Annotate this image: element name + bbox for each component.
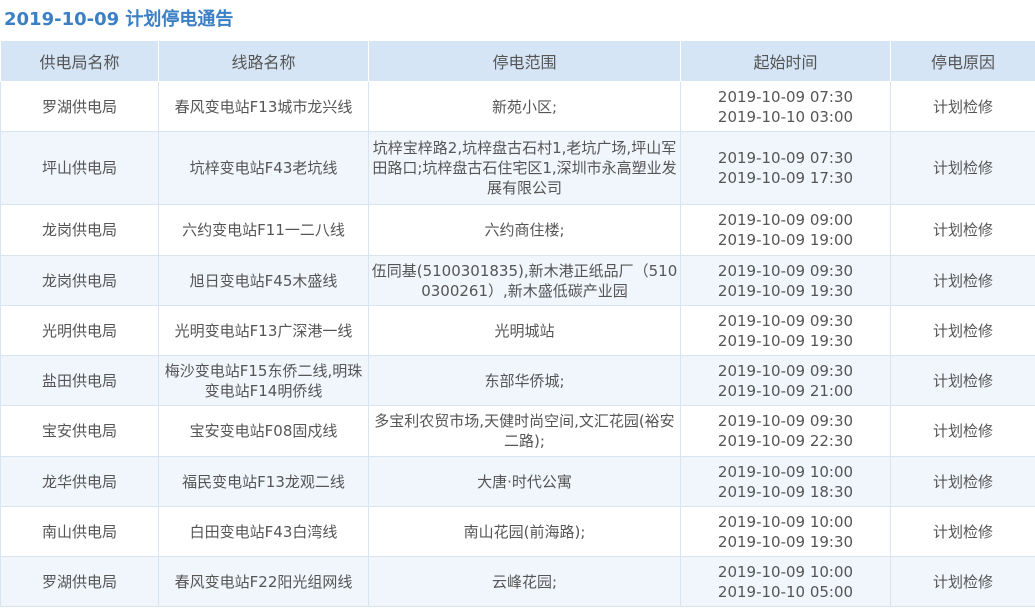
bureau-cell: 南山供电局 <box>0 506 159 557</box>
end-time: 2019-10-09 17:30 <box>717 169 854 187</box>
reason-cell: 计划检修 <box>890 405 1035 457</box>
line-cell: 梅沙变电站F15东侨二线,明珠变电站F14明侨线 <box>158 355 369 406</box>
bureau-cell: 龙岗供电局 <box>0 204 159 256</box>
bureau-cell: 坪山供电局 <box>0 131 159 205</box>
table-row: 龙岗供电局 旭日变电站F45木盛线 伍同基(5100301835),新木港正纸品厂（… <box>0 255 1035 306</box>
time-cell: 2019-10-09 10:00 2019-10-09 18:30 <box>680 456 891 507</box>
reason-cell: 计划检修 <box>890 355 1035 406</box>
time-cell: 2019-10-09 10:00 2019-10-10 05:00 <box>680 556 891 607</box>
line-cell: 春风变电站F22阳光组网线 <box>158 556 369 607</box>
bureau-cell: 罗湖供电局 <box>0 556 159 607</box>
table-body: 罗湖供电局 春风变电站F13城市龙兴线 新苑小区; 2019-10-09 07:30 2… <box>0 81 1035 607</box>
table-row: 龙岗供电局 六约变电站F11一二八线 六约商住楼; 2019-10-09 09:00 2… <box>0 204 1035 256</box>
header-row: 供电局名称 线路名称 停电范围 起始时间 停电原因 <box>0 40 1035 82</box>
line-cell: 旭日变电站F45木盛线 <box>158 255 369 306</box>
time-cell: 2019-10-09 10:00 2019-10-09 19:30 <box>680 506 891 557</box>
line-cell: 坑梓变电站F43老坑线 <box>158 131 369 205</box>
end-time: 2019-10-09 19:30 <box>717 281 854 300</box>
reason-cell: 计划检修 <box>890 506 1035 557</box>
bureau-cell: 盐田供电局 <box>0 355 159 406</box>
end-time: 2019-10-09 21:00 <box>717 381 854 400</box>
time-cell: 2019-10-09 09:30 2019-10-09 19:30 <box>680 305 891 356</box>
reason-cell: 计划检修 <box>890 131 1035 205</box>
table-row: 坪山供电局 坑梓变电站F43老坑线 坑梓宝梓路2,坑梓盘古石村1,老坑广场,坪山军田… <box>0 131 1035 205</box>
line-cell: 福民变电站F13龙观二线 <box>158 456 369 507</box>
start-time: 2019-10-09 07:30 <box>717 87 854 106</box>
line-cell: 光明变电站F13广深港一线 <box>158 305 369 356</box>
end-time: 2019-10-09 19:30 <box>717 331 854 350</box>
area-cell: 坑梓宝梓路2,坑梓盘古石村1,老坑广场,坪山军田路口;坑梓盘古石住宅区1,深圳市… <box>368 131 681 205</box>
start-time: 2019-10-09 10:00 <box>717 462 854 481</box>
area-cell: 六约商住楼; <box>368 204 681 256</box>
area-cell: 多宝利农贸市场,天健时尚空间,文汇花园(裕安二路); <box>368 405 681 457</box>
line-cell: 白田变电站F43白湾线 <box>158 506 369 557</box>
start-time: 2019-10-09 09:30 <box>717 361 854 380</box>
end-time: 2019-10-09 19:30 <box>717 532 854 551</box>
bureau-cell: 龙华供电局 <box>0 456 159 507</box>
start-time: 2019-10-09 10:00 <box>717 562 854 581</box>
start-time: 2019-10-09 07:30 <box>717 149 854 167</box>
header-cell: 供电局名称 <box>0 40 159 82</box>
end-time: 2019-10-09 19:00 <box>717 231 854 249</box>
area-cell: 大唐·时代公寓 <box>368 456 681 507</box>
area-cell: 伍同基(5100301835),新木港正纸品厂（5100300261）,新木盛低… <box>368 255 681 306</box>
bureau-cell: 罗湖供电局 <box>0 81 159 132</box>
reason-cell: 计划检修 <box>890 456 1035 507</box>
header-cell: 线路名称 <box>158 40 369 82</box>
bureau-cell: 龙岗供电局 <box>0 255 159 306</box>
header-cell: 起始时间 <box>680 40 891 82</box>
time-cell: 2019-10-09 09:30 2019-10-09 22:30 <box>680 405 891 457</box>
notice-title: 2019-10-09 计划停电通告 <box>4 9 234 30</box>
area-cell: 新苑小区; <box>368 81 681 132</box>
start-time: 2019-10-09 09:30 <box>717 261 854 280</box>
start-time: 2019-10-09 09:30 <box>717 311 854 330</box>
table-row: 龙华供电局 福民变电站F13龙观二线 大唐·时代公寓 2019-10-09 10:00… <box>0 456 1035 507</box>
time-cell: 2019-10-09 07:30 2019-10-10 03:00 <box>680 81 891 132</box>
area-cell: 南山花园(前海路); <box>368 506 681 557</box>
table-row: 罗湖供电局 春风变电站F22阳光组网线 云峰花园; 2019-10-09 10:00 2… <box>0 556 1035 607</box>
bureau-cell: 光明供电局 <box>0 305 159 356</box>
time-cell: 2019-10-09 07:30 2019-10-09 17:30 <box>680 131 891 205</box>
outage-table: 供电局名称 线路名称 停电范围 起始时间 停电原因 罗湖供电局 春风变电站F13城市龙兴线… <box>0 40 1035 607</box>
table-row: 光明供电局 光明变电站F13广深港一线 光明城站 2019-10-09 09:30 20… <box>0 305 1035 356</box>
reason-cell: 计划检修 <box>890 556 1035 607</box>
bureau-cell: 宝安供电局 <box>0 405 159 457</box>
table-row: 宝安供电局 宝安变电站F08固戍线 多宝利农贸市场,天健时尚空间,文汇花园(裕安二路… <box>0 405 1035 457</box>
time-cell: 2019-10-09 09:30 2019-10-09 21:00 <box>680 355 891 406</box>
time-cell: 2019-10-09 09:00 2019-10-09 19:00 <box>680 204 891 256</box>
area-cell: 东部华侨城; <box>368 355 681 406</box>
header-cell: 停电范围 <box>368 40 681 82</box>
line-cell: 宝安变电站F08固戍线 <box>158 405 369 457</box>
table-row: 盐田供电局 梅沙变电站F15东侨二线,明珠变电站F14明侨线 东部华侨城; 2019-… <box>0 355 1035 406</box>
reason-cell: 计划检修 <box>890 81 1035 132</box>
start-time: 2019-10-09 09:00 <box>717 211 854 229</box>
end-time: 2019-10-09 22:30 <box>717 432 854 450</box>
reason-cell: 计划检修 <box>890 255 1035 306</box>
start-time: 2019-10-09 09:30 <box>717 412 854 430</box>
header-cell: 停电原因 <box>890 40 1035 82</box>
reason-cell: 计划检修 <box>890 305 1035 356</box>
start-time: 2019-10-09 10:00 <box>717 512 854 531</box>
area-cell: 光明城站 <box>368 305 681 356</box>
table-row: 罗湖供电局 春风变电站F13城市龙兴线 新苑小区; 2019-10-09 07:30 2… <box>0 81 1035 132</box>
table-row: 南山供电局 白田变电站F43白湾线 南山花园(前海路); 2019-10-09 10:… <box>0 506 1035 557</box>
time-cell: 2019-10-09 09:30 2019-10-09 19:30 <box>680 255 891 306</box>
reason-cell: 计划检修 <box>890 204 1035 256</box>
area-cell: 云峰花园; <box>368 556 681 607</box>
end-time: 2019-10-09 18:30 <box>717 482 854 501</box>
line-cell: 六约变电站F11一二八线 <box>158 204 369 256</box>
end-time: 2019-10-10 05:00 <box>717 582 854 601</box>
end-time: 2019-10-10 03:00 <box>717 107 854 126</box>
line-cell: 春风变电站F13城市龙兴线 <box>158 81 369 132</box>
